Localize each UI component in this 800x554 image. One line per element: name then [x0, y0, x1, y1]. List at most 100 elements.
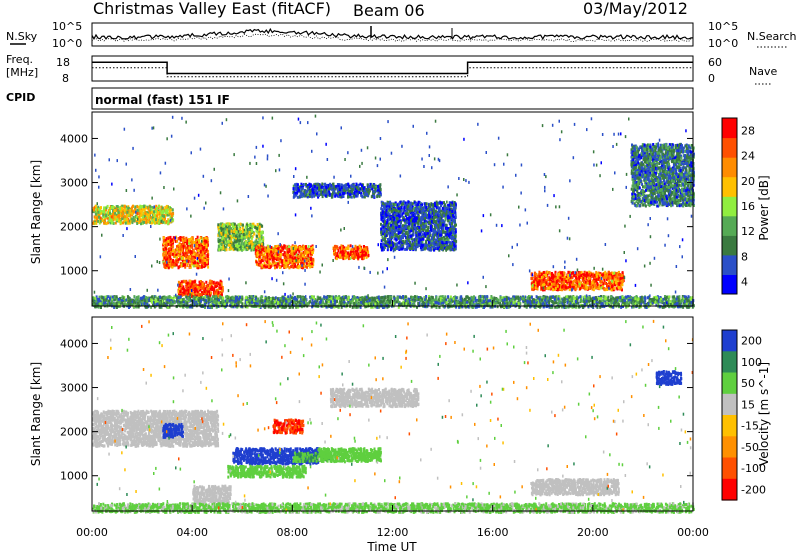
- range-cell: [203, 241, 206, 245]
- range-cell: [420, 243, 423, 247]
- range-cell: [315, 189, 318, 193]
- range-cell: [429, 248, 432, 252]
- range-cell: [245, 248, 248, 252]
- range-cell: [220, 282, 223, 286]
- range-cell: [309, 183, 312, 187]
- range-cell: [320, 190, 323, 194]
- range-cell: [179, 238, 182, 242]
- range-cell: [298, 259, 301, 262]
- range-cell: [92, 210, 95, 214]
- range-cell: [417, 207, 420, 211]
- range-cell: [103, 213, 106, 217]
- range-cell: [135, 220, 138, 224]
- range-cell: [300, 262, 303, 266]
- range-cell: [164, 266, 167, 269]
- range-cell: [318, 188, 321, 191]
- range-cell: [157, 221, 160, 225]
- range-cell: [231, 225, 234, 229]
- range-cell: [266, 260, 269, 264]
- range-cell: [105, 222, 108, 226]
- range-cell: [264, 248, 267, 252]
- range-cell: [278, 253, 281, 257]
- range-cell: [123, 215, 126, 219]
- range-cell: [255, 246, 258, 250]
- range-cell: [343, 256, 346, 260]
- range-cell: [328, 192, 331, 196]
- range-cell: [264, 256, 267, 260]
- range-cell: [290, 265, 293, 269]
- range-cell: [170, 238, 173, 242]
- range-cell: [208, 291, 211, 295]
- range-cell: [296, 261, 299, 265]
- range-cell: [191, 282, 194, 286]
- range-cell: [116, 216, 119, 220]
- range-cell: [182, 259, 184, 263]
- range-cell: [255, 262, 258, 266]
- range-cell: [400, 206, 403, 210]
- range-cell: [395, 212, 398, 216]
- range-cell: [199, 246, 202, 250]
- range-cell: [138, 217, 140, 221]
- range-cell: [199, 282, 202, 286]
- range-cell: [187, 294, 189, 298]
- range-cell: [367, 253, 370, 257]
- range-cell: [283, 265, 286, 269]
- range-cell: [376, 195, 379, 199]
- range-cell: [187, 245, 190, 249]
- range-cell: [185, 283, 188, 287]
- range-cell: [333, 185, 336, 189]
- range-cell: [167, 263, 170, 267]
- range-cell: [189, 279, 192, 283]
- range-cell: [354, 247, 357, 251]
- range-cell: [307, 253, 310, 257]
- range-cell: [219, 222, 222, 226]
- range-cell: [139, 209, 142, 213]
- range-cell: [328, 187, 331, 191]
- range-cell: [171, 252, 174, 256]
- range-cell: [344, 184, 347, 187]
- range-cell: [96, 213, 99, 217]
- range-cell: [199, 259, 202, 263]
- range-cell: [447, 238, 450, 242]
- range-cell: [423, 243, 426, 247]
- range-cell: [195, 239, 197, 243]
- range-cell: [400, 247, 403, 251]
- range-cell: [165, 237, 168, 241]
- range-cell: [281, 264, 284, 268]
- range-cell: [188, 246, 191, 250]
- range-cell: [163, 262, 166, 266]
- range-cell: [451, 225, 454, 229]
- range-cell: [187, 290, 190, 294]
- range-cell: [147, 220, 150, 224]
- range-cell: [118, 213, 120, 217]
- range-cell: [170, 212, 173, 216]
- range-cell: [281, 246, 284, 250]
- range-cell: [333, 191, 336, 195]
- range-cell: [148, 220, 151, 224]
- range-cell: [99, 216, 102, 220]
- range-cell: [182, 252, 185, 256]
- range-cell: [358, 191, 361, 194]
- range-cell: [233, 247, 236, 251]
- range-cell: [196, 245, 199, 249]
- range-cell: [167, 239, 170, 243]
- range-cell: [143, 215, 146, 218]
- range-cell: [187, 288, 190, 292]
- range-cell: [217, 240, 220, 243]
- range-cell: [129, 213, 132, 217]
- range-cell: [195, 288, 198, 292]
- range-cell: [224, 234, 227, 238]
- range-cell: [349, 244, 352, 248]
- range-cell: [335, 257, 338, 261]
- range-cell: [239, 222, 242, 226]
- range-cell: [294, 256, 297, 260]
- range-cell: [181, 250, 184, 254]
- range-cell: [173, 263, 176, 267]
- range-cell: [193, 287, 195, 291]
- range-cell: [249, 243, 252, 247]
- range-cell: [245, 242, 248, 246]
- range-cell: [184, 265, 187, 269]
- range-cell: [238, 234, 241, 238]
- range-cell: [454, 235, 457, 239]
- range-cell: [159, 218, 162, 222]
